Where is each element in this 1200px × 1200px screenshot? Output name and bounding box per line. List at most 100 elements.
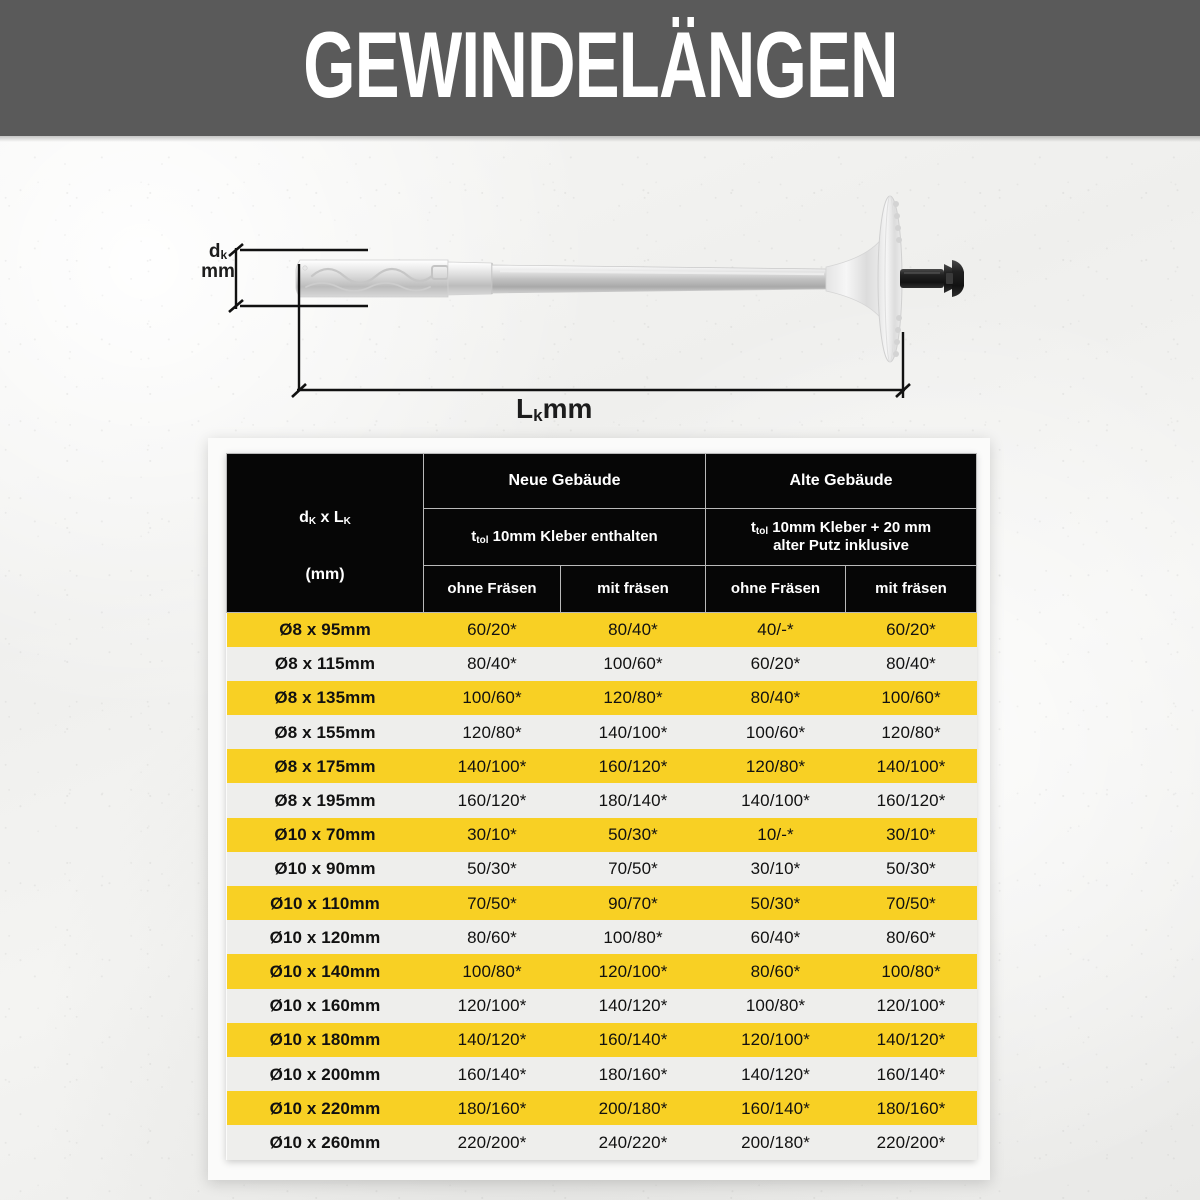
- table-row: Ø8 x 155mm 120/80* 140/100* 100/60* 120/80*: [226, 715, 977, 750]
- cell-old-mit: 60/20*: [845, 612, 977, 647]
- cell-old-mit: 160/140*: [845, 1056, 977, 1092]
- cell-old-mit: 180/160*: [845, 1091, 977, 1126]
- table-header-row-sub: ohne Fräsen mit fräsen ohne Fräsen mit f…: [227, 565, 978, 613]
- cell-new-mit: 160/120*: [560, 749, 706, 784]
- cell-new-ohne: 120/100*: [423, 988, 561, 1023]
- cell-size: Ø10 x 120mm: [226, 920, 424, 955]
- cell-new-ohne: 70/50*: [423, 886, 561, 921]
- cell-new-mit: 180/160*: [560, 1056, 706, 1092]
- cell-size: Ø8 x 175mm: [226, 749, 424, 784]
- cell-new-mit: 240/220*: [560, 1125, 706, 1160]
- cell-size: Ø8 x 95mm: [226, 612, 424, 647]
- cell-size: Ø10 x 180mm: [226, 1022, 424, 1057]
- cell-old-mit: 120/100*: [845, 988, 977, 1023]
- cell-new-ohne: 120/80*: [423, 715, 561, 750]
- cell-old-mit: 100/80*: [845, 954, 977, 989]
- cell-old-mit: 140/120*: [845, 1022, 977, 1057]
- header-dimension-key: dK x LK (mm): [226, 453, 424, 613]
- cell-new-ohne: 160/120*: [423, 783, 561, 818]
- cell-new-mit: 180/140*: [560, 783, 706, 818]
- page-title: GEWINDELÄNGEN: [302, 11, 898, 118]
- header-ttol-new: ttol 10mm Kleber enthalten: [423, 508, 706, 566]
- cell-new-mit: 120/100*: [560, 954, 706, 989]
- cell-old-ohne: 100/80*: [705, 988, 846, 1023]
- table-row: Ø10 x 260mm 220/200* 240/220* 200/180* 220/2…: [226, 1125, 977, 1160]
- table-row: Ø10 x 110mm 70/50* 90/70* 50/30* 70/50*: [226, 886, 977, 921]
- dk-dimension-label: dk mm: [190, 242, 246, 282]
- table-header-row-groups: dK x LK (mm) Neue Gebäude Alte Gebäude: [226, 453, 978, 613]
- cell-size: Ø8 x 135mm: [226, 680, 424, 716]
- table-row: Ø10 x 220mm 180/160* 200/180* 160/140* 180/1…: [226, 1091, 977, 1126]
- table-row: Ø10 x 160mm 120/100* 140/120* 100/80* 120/10…: [226, 988, 977, 1023]
- cell-old-mit: 140/100*: [845, 749, 977, 784]
- table-row: Ø10 x 180mm 140/120* 160/140* 120/100* 140/1…: [226, 1022, 977, 1057]
- dk-unit: mm: [201, 260, 235, 282]
- cell-new-ohne: 80/60*: [423, 920, 561, 955]
- cell-size: Ø10 x 110mm: [226, 886, 424, 921]
- cell-size: Ø10 x 220mm: [226, 1091, 424, 1126]
- cell-new-ohne: 100/60*: [423, 680, 561, 716]
- cell-new-ohne: 160/140*: [423, 1056, 561, 1092]
- table-row: Ø10 x 90mm 50/30* 70/50* 30/10* 50/30*: [226, 851, 977, 886]
- cell-old-ohne: 80/60*: [705, 954, 846, 989]
- cell-old-ohne: 60/40*: [705, 920, 846, 955]
- header-new-ohne-fraesen: ohne Fräsen: [423, 565, 561, 613]
- cell-new-mit: 90/70*: [560, 886, 706, 921]
- header-group-old-buildings: Alte Gebäude: [704, 453, 978, 509]
- header-old-ohne-fraesen: ohne Fräsen: [705, 565, 846, 613]
- cell-new-mit: 200/180*: [560, 1091, 706, 1126]
- cell-old-ohne: 80/40*: [705, 680, 846, 716]
- thread-length-table: dK x LK (mm) Neue Gebäude Alte Gebäude t…: [226, 453, 978, 1160]
- cell-new-mit: 50/30*: [560, 817, 706, 852]
- cell-new-ohne: 60/20*: [423, 612, 561, 647]
- cell-new-ohne: 50/30*: [423, 851, 561, 886]
- cell-old-ohne: 100/60*: [705, 715, 846, 750]
- cell-old-mit: 100/60*: [845, 680, 977, 716]
- table-row: Ø8 x 175mm 140/100* 160/120* 120/80* 140/100…: [226, 749, 977, 784]
- cell-size: Ø8 x 195mm: [226, 783, 424, 818]
- header-dk-lk: dK x LK: [299, 509, 351, 528]
- cell-new-ohne: 140/120*: [423, 1022, 561, 1057]
- table-row: Ø8 x 115mm 80/40* 100/60* 60/20* 80/40*: [226, 646, 977, 681]
- cell-size: Ø10 x 160mm: [226, 988, 424, 1023]
- cell-old-ohne: 40/-*: [705, 612, 846, 647]
- cell-old-mit: 120/80*: [845, 715, 977, 750]
- cell-old-ohne: 10/-*: [705, 817, 846, 852]
- cell-new-ohne: 80/40*: [423, 646, 561, 681]
- cell-size: Ø10 x 200mm: [226, 1056, 424, 1092]
- cell-old-ohne: 120/80*: [705, 749, 846, 784]
- cell-old-mit: 30/10*: [845, 817, 977, 852]
- table-header-row-ttol: ttol 10mm Kleber enthalten ttol 10mm Kle…: [227, 508, 978, 566]
- table-row: Ø10 x 140mm 100/80* 120/100* 80/60* 100/80*: [226, 954, 977, 989]
- cell-old-mit: 80/40*: [845, 646, 977, 681]
- product-dimension-diagram: [0, 136, 1200, 446]
- table-row: Ø8 x 95mm 60/20* 80/40* 40/-* 60/20*: [226, 612, 977, 647]
- lk-dimension-label: Lkmm: [516, 393, 593, 425]
- cell-old-ohne: 30/10*: [705, 851, 846, 886]
- banner-shadow: [0, 136, 1200, 142]
- cell-new-ohne: 220/200*: [423, 1125, 561, 1160]
- table-body: Ø8 x 95mm 60/20* 80/40* 40/-* 60/20* Ø8 x 115…: [226, 612, 977, 1160]
- header-group-new-buildings: Neue Gebäude: [423, 453, 706, 509]
- cell-new-mit: 80/40*: [560, 612, 706, 647]
- table-row: Ø10 x 200mm 160/140* 180/160* 140/120* 160/1…: [226, 1056, 977, 1092]
- cell-old-mit: 220/200*: [845, 1125, 977, 1160]
- cell-new-mit: 160/140*: [560, 1022, 706, 1057]
- header-old-mit-fraesen: mit fräsen: [844, 565, 978, 613]
- cell-size: Ø8 x 155mm: [226, 715, 424, 750]
- table-head: dK x LK (mm) Neue Gebäude Alte Gebäude t…: [226, 453, 978, 613]
- dk-symbol: dk: [208, 241, 228, 262]
- cell-old-ohne: 50/30*: [705, 886, 846, 921]
- header-unit-mm: (mm): [305, 566, 345, 583]
- cell-old-ohne: 200/180*: [705, 1125, 846, 1160]
- cell-old-mit: 160/120*: [845, 783, 977, 818]
- cell-new-mit: 140/120*: [560, 988, 706, 1023]
- cell-new-ohne: 180/160*: [423, 1091, 561, 1126]
- cell-new-mit: 100/60*: [560, 646, 706, 681]
- title-banner: GEWINDELÄNGEN: [0, 0, 1200, 136]
- cell-new-ohne: 30/10*: [423, 817, 561, 852]
- table-row: Ø10 x 70mm 30/10* 50/30* 10/-* 30/10*: [226, 817, 977, 852]
- anchor-product-illustration: [295, 195, 964, 363]
- cell-old-ohne: 160/140*: [705, 1091, 846, 1126]
